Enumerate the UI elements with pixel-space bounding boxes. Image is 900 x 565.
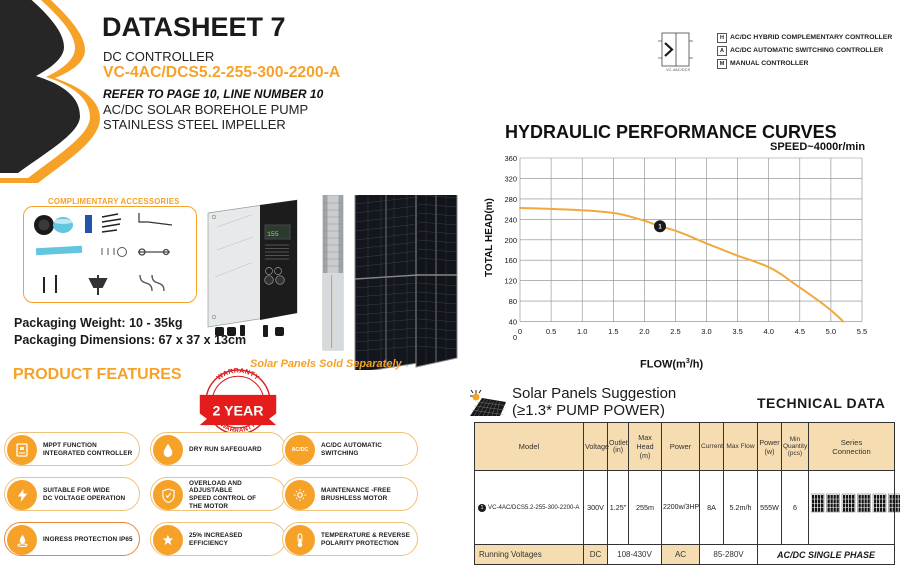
svg-text:1.5: 1.5: [608, 327, 618, 336]
svg-text:120: 120: [504, 277, 517, 286]
svg-text:80: 80: [509, 297, 517, 306]
svg-text:0: 0: [518, 327, 522, 336]
svg-text:240: 240: [504, 215, 517, 224]
svg-text:5.0: 5.0: [826, 327, 836, 336]
svg-text:280: 280: [504, 195, 517, 204]
svg-text:0: 0: [513, 333, 517, 342]
svg-text:3.0: 3.0: [701, 327, 711, 336]
svg-text:5.5: 5.5: [857, 327, 867, 336]
svg-text:40: 40: [509, 318, 517, 327]
svg-text:1.0: 1.0: [577, 327, 587, 336]
svg-text:2.5: 2.5: [670, 327, 680, 336]
svg-text:160: 160: [504, 256, 517, 265]
svg-text:2.0: 2.0: [639, 327, 649, 336]
svg-text:4.5: 4.5: [795, 327, 805, 336]
svg-text:200: 200: [504, 236, 517, 245]
svg-text:360: 360: [504, 154, 517, 163]
svg-text:4.0: 4.0: [763, 327, 773, 336]
svg-text:0.5: 0.5: [546, 327, 556, 336]
svg-text:VC-4AC/DCS: VC-4AC/DCS: [666, 67, 691, 72]
svg-text:3.5: 3.5: [732, 327, 742, 336]
svg-text:320: 320: [504, 174, 517, 183]
